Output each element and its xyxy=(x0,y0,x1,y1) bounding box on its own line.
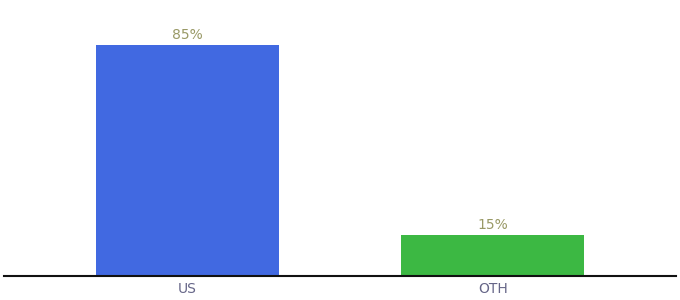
Text: 15%: 15% xyxy=(477,218,508,232)
Bar xyxy=(96,45,279,276)
Text: 85%: 85% xyxy=(172,28,203,42)
Bar xyxy=(401,236,584,276)
